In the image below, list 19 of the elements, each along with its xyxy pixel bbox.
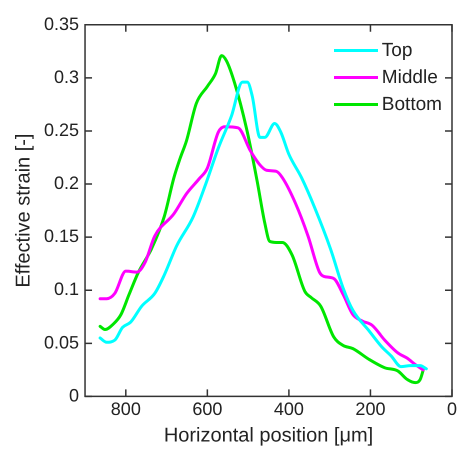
y-tick-label: 0.25 [44,120,80,140]
x-tick-label: 400 [274,399,304,420]
y-tick-label: 0.35 [44,14,80,34]
y-tick-label: 0.1 [54,279,80,300]
x-tick-label: 200 [355,399,386,420]
x-tick-label: 800 [110,399,141,420]
y-tick-label: 0.2 [54,173,80,194]
legend-label: Top [382,38,412,63]
legend-label: Middle [382,66,438,90]
y-tick-label: 0.3 [54,66,80,87]
y-tick-label: 0 [69,385,80,406]
y-tick-label: 0.05 [44,332,80,352]
legend-label: Bottom [382,92,442,117]
x-axis-title: Horizontal position [μm] [164,424,374,447]
y-axis-title: Effective strain [-] [12,134,35,288]
x-tick-label: 0 [446,399,458,420]
line-series [98,125,425,372]
x-tick-label: 600 [192,399,222,420]
y-tick-label: 0.15 [44,226,80,246]
